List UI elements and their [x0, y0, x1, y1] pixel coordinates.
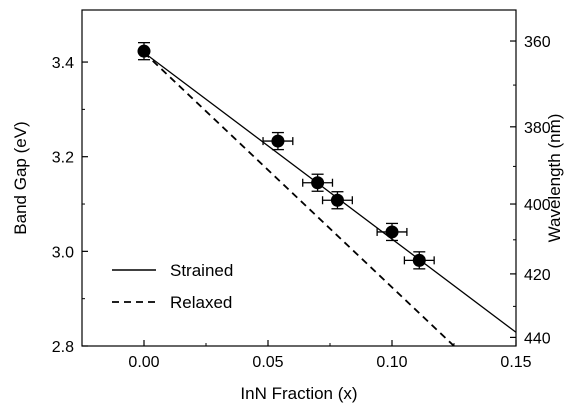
legend: Strained Relaxed	[112, 261, 233, 312]
legend-strained-label: Strained	[170, 261, 233, 280]
y2-axis-title: Wavelength (nm)	[545, 114, 564, 243]
y2-tick-label: 400	[524, 197, 551, 214]
y-axis-title: Band Gap (eV)	[11, 121, 30, 234]
x-tick-label: 0.05	[252, 354, 283, 371]
data-point-1	[271, 134, 285, 148]
data-point-2	[311, 176, 325, 190]
x-tick-label: 0.15	[500, 354, 531, 371]
y-tick-label: 2.8	[52, 339, 74, 356]
y2-tick-label: 360	[524, 34, 551, 51]
y2-tick-label: 380	[524, 120, 551, 137]
x-tick-label: 0.00	[128, 354, 159, 371]
y-tick-label: 3.0	[52, 244, 74, 261]
strained-fit-line	[143, 52, 516, 333]
plot-frame	[81, 9, 517, 347]
y-tick-label: 3.4	[52, 55, 74, 72]
y2-tick-label: 420	[524, 267, 551, 284]
data-point-5	[412, 253, 426, 267]
x-axis-title: InN Fraction (x)	[240, 384, 357, 403]
data-point-4	[385, 225, 399, 239]
legend-relaxed-label: Relaxed	[170, 293, 232, 312]
data-point-3	[330, 193, 344, 207]
data-point-0	[137, 44, 151, 58]
x-tick-label: 0.10	[376, 354, 407, 371]
plot-layer: 0.00 0.05 0.10 0.15 2.8 3.0 3.2 3.4 360 380 400 420…	[52, 34, 551, 371]
y2-tick-label: 440	[524, 330, 551, 347]
y-tick-label: 3.2	[52, 150, 74, 167]
